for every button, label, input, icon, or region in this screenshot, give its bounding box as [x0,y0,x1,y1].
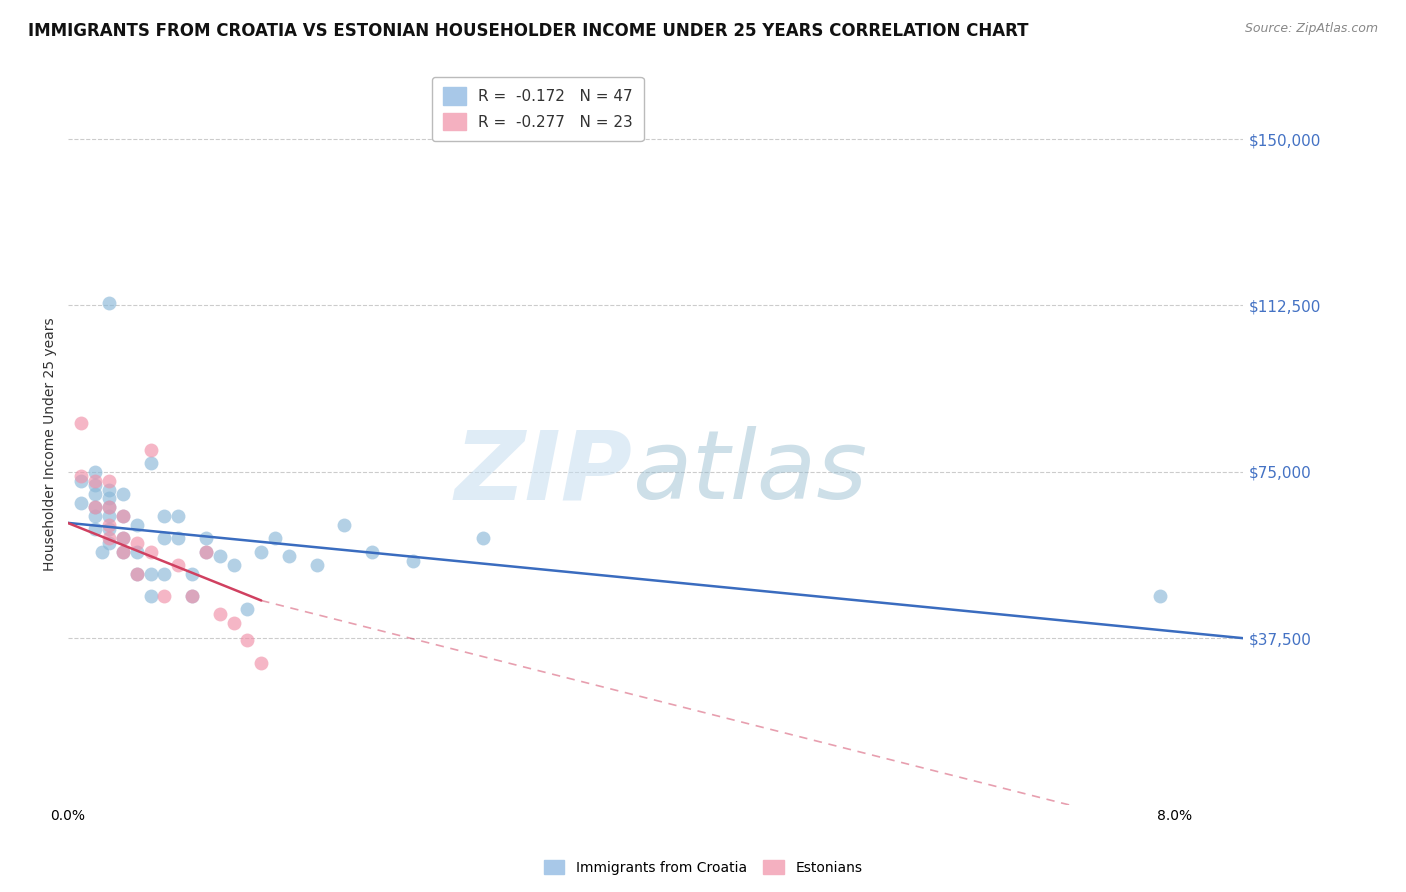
Point [98,509,121,524]
Point [111,509,134,524]
Point [84,509,107,524]
Point [277,549,299,563]
Point [194,532,217,546]
Point [125,544,148,558]
Point [471,532,494,546]
Point [153,589,176,603]
Point [194,544,217,558]
Point [111,532,134,546]
Point [84,523,107,537]
Point [181,589,204,603]
Point [264,532,287,546]
Point [84,478,107,492]
Point [70,474,93,488]
Point [305,558,328,572]
Point [194,544,217,558]
Point [125,566,148,581]
Point [84,487,107,501]
Point [153,509,176,524]
Point [111,509,134,524]
Point [222,558,245,572]
Point [139,456,162,470]
Point [91,544,114,558]
Point [139,589,162,603]
Text: atlas: atlas [631,426,868,519]
Point [98,518,121,533]
Point [98,536,121,550]
Point [111,544,134,558]
Point [98,500,121,515]
Point [84,465,107,479]
Point [111,544,134,558]
Point [125,566,148,581]
Point [1149,589,1171,603]
Point [125,518,148,533]
Text: Source: ZipAtlas.com: Source: ZipAtlas.com [1244,22,1378,36]
Point [167,558,190,572]
Point [84,474,107,488]
Point [222,615,245,630]
Point [98,532,121,546]
Point [153,532,176,546]
Point [70,416,93,430]
Point [153,566,176,581]
Point [98,523,121,537]
Point [98,296,121,310]
Legend: R =  -0.172   N = 47, R =  -0.277   N = 23: R = -0.172 N = 47, R = -0.277 N = 23 [432,77,644,141]
Point [250,656,273,670]
Point [167,509,190,524]
Point [70,469,93,483]
Point [98,491,121,506]
Point [139,544,162,558]
Point [70,496,93,510]
Point [167,532,190,546]
Point [98,500,121,515]
Point [208,607,231,621]
Point [139,442,162,457]
Point [98,483,121,497]
Text: IMMIGRANTS FROM CROATIA VS ESTONIAN HOUSEHOLDER INCOME UNDER 25 YEARS CORRELATIO: IMMIGRANTS FROM CROATIA VS ESTONIAN HOUS… [28,22,1029,40]
Y-axis label: Householder Income Under 25 years: Householder Income Under 25 years [44,318,58,571]
Point [84,500,107,515]
Point [181,589,204,603]
Point [250,544,273,558]
Point [236,602,259,616]
Point [208,549,231,563]
Point [236,633,259,648]
Point [139,566,162,581]
Legend: Immigrants from Croatia, Estonians: Immigrants from Croatia, Estonians [538,855,868,880]
Point [402,553,425,567]
Point [111,532,134,546]
Point [181,566,204,581]
Point [125,536,148,550]
Point [333,518,356,533]
Point [98,474,121,488]
Point [111,487,134,501]
Point [361,544,384,558]
Text: ZIP: ZIP [454,426,631,519]
Point [84,500,107,515]
